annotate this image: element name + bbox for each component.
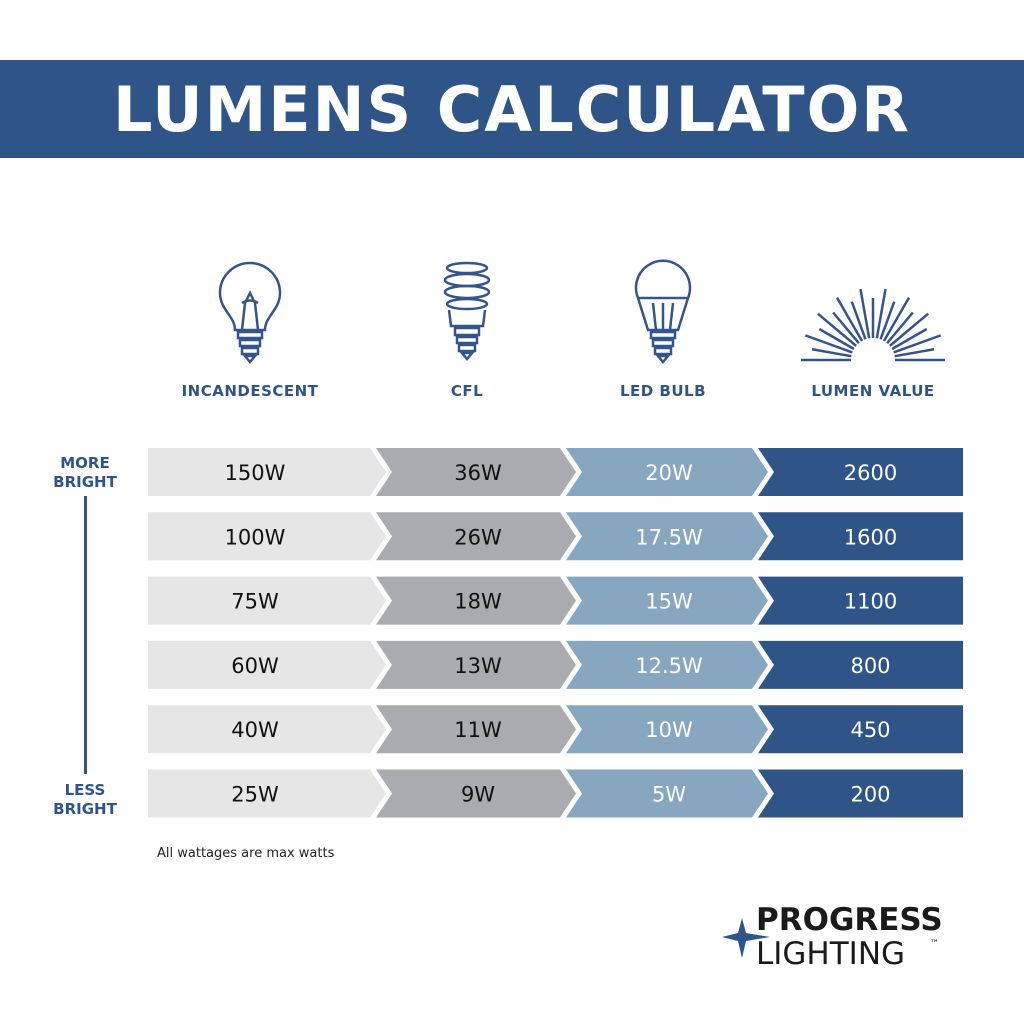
column-header-led: LED BULB	[619, 382, 707, 400]
sun-ray	[891, 327, 928, 351]
cell-value-cfl: 18W	[454, 590, 502, 614]
sun-ray	[886, 311, 914, 344]
sun-ray	[875, 288, 887, 339]
cell-led	[566, 576, 768, 625]
led-bulb-icon	[634, 259, 692, 364]
logo-line2: LIGHTING	[756, 936, 905, 970]
sunburst-icon	[801, 288, 945, 362]
sun-ray	[882, 297, 911, 342]
cell-value-cfl: 11W	[454, 718, 502, 742]
column-header-cfl: CFL	[450, 382, 484, 400]
incandescent-bulb-icon	[218, 261, 282, 364]
cell-led	[566, 769, 768, 818]
cell-incandescent	[148, 448, 386, 496]
bright-text: BRIGHT	[53, 800, 117, 818]
cell-value-cfl: 9W	[461, 783, 495, 807]
sun-ray	[889, 312, 929, 347]
bright-text: BRIGHT	[53, 473, 117, 491]
brightness-scale-line	[84, 496, 87, 774]
page-title: LUMENS CALCULATOR	[112, 72, 912, 146]
sun-ray	[811, 348, 852, 358]
sun-ray	[879, 301, 896, 340]
cell-value-cfl: 13W	[454, 654, 502, 678]
cell-led	[566, 448, 768, 496]
cell-incandescent	[148, 640, 386, 689]
cell-value-led: 17.5W	[635, 525, 703, 549]
cell-lumen	[758, 640, 963, 689]
cell-value-led: 12.5W	[635, 654, 703, 678]
more-bright-label: MORE BRIGHT	[40, 454, 130, 492]
cell-value-lumen: 800	[850, 654, 890, 678]
cell-cfl	[376, 448, 576, 496]
cell-value-cfl: 36W	[454, 461, 502, 485]
cell-cfl	[376, 705, 576, 754]
sun-ray	[832, 311, 860, 344]
sun-ray	[818, 327, 855, 351]
cell-cfl	[376, 576, 576, 625]
sun-ray	[817, 312, 857, 347]
cell-value-lumen: 450	[850, 718, 890, 742]
cell-value-incandescent: 25W	[231, 783, 279, 807]
less-text: LESS	[64, 781, 106, 799]
column-header-lumen: LUMEN VALUE	[811, 382, 935, 400]
cell-led	[566, 705, 768, 754]
logo-line1: PROGRESS	[756, 902, 943, 938]
cell-incandescent	[148, 705, 386, 754]
cell-lumen	[758, 448, 963, 496]
cell-value-incandescent: 60W	[231, 654, 279, 678]
cell-value-incandescent: 100W	[225, 525, 286, 549]
cell-value-incandescent: 150W	[225, 461, 286, 485]
column-header-incandescent: INCANDESCENT	[181, 382, 319, 400]
star-icon	[722, 918, 770, 958]
cell-incandescent	[148, 769, 386, 818]
cell-cfl	[376, 640, 576, 689]
cell-lumen	[758, 769, 963, 818]
cell-cfl	[376, 769, 576, 818]
cell-value-led: 5W	[652, 783, 686, 807]
cell-incandescent	[148, 576, 386, 625]
cell-incandescent	[148, 512, 386, 561]
less-bright-label: LESS BRIGHT	[40, 781, 130, 819]
cell-value-cfl: 26W	[454, 525, 502, 549]
cfl-bulb-icon	[443, 261, 491, 361]
cell-value-lumen: 200	[850, 783, 890, 807]
title-banner: LUMENS CALCULATOR	[0, 60, 1024, 158]
cell-led	[566, 640, 768, 689]
cell-value-incandescent: 40W	[231, 718, 279, 742]
cell-lumen	[758, 576, 963, 625]
footnote: All wattages are max watts	[157, 846, 335, 861]
sun-ray	[850, 301, 867, 340]
cell-value-incandescent: 75W	[231, 590, 279, 614]
sun-ray	[859, 288, 871, 339]
lumens-table: 150W 36W 20W 2600 100W 26W 17.5W 1600 75W 18W 15W 1…	[148, 448, 963, 818]
progress-lighting-logo: PROGRESS LIGHTING ™	[722, 902, 943, 970]
cell-value-lumen: 1100	[844, 590, 897, 614]
more-text: MORE	[60, 454, 110, 472]
sun-ray	[804, 334, 853, 354]
sun-ray	[894, 348, 935, 358]
cell-value-lumen: 1600	[844, 525, 897, 549]
cell-value-led: 15W	[645, 590, 693, 614]
sun-ray	[835, 297, 864, 342]
logo-tm: ™	[930, 939, 939, 949]
cell-led	[566, 512, 768, 561]
cell-value-lumen: 2600	[844, 461, 897, 485]
cell-lumen	[758, 705, 963, 754]
cell-value-led: 20W	[645, 461, 693, 485]
cell-value-led: 10W	[645, 718, 693, 742]
sun-ray	[893, 334, 942, 354]
cell-cfl	[376, 512, 576, 561]
cell-lumen	[758, 512, 963, 561]
